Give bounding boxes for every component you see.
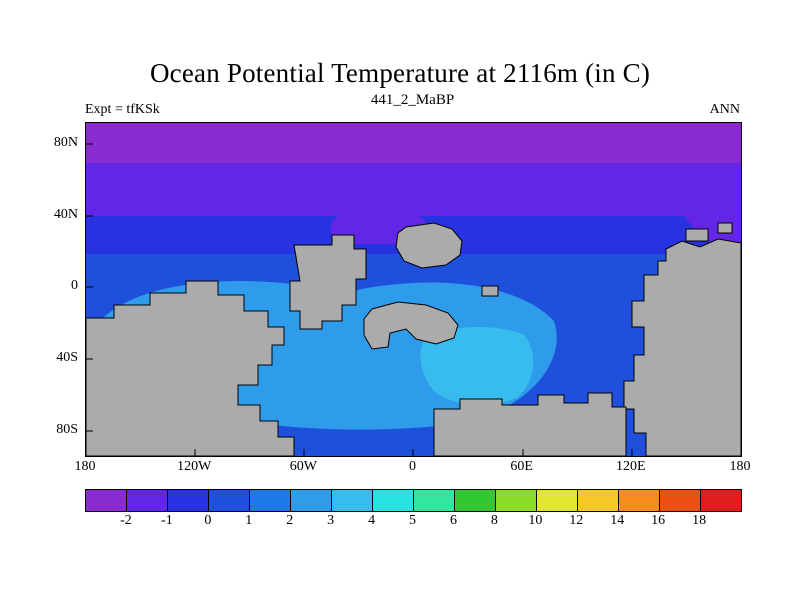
colorbar-tick-label: 1 xyxy=(245,513,253,528)
colorbar-cell xyxy=(701,490,741,511)
colorbar-tick-label: 14 xyxy=(610,513,625,528)
colorbar-cell xyxy=(250,490,291,511)
colorbar-cell xyxy=(373,490,414,511)
colorbar-cell xyxy=(660,490,701,511)
experiment-label: Expt = tfKSk xyxy=(85,102,160,117)
x-tick-label: 60W xyxy=(289,459,317,474)
axis-ticks xyxy=(86,143,741,456)
colorbar-cell xyxy=(168,490,209,511)
colorbar-cell xyxy=(537,490,578,511)
colorbar-tick-label: 6 xyxy=(449,513,457,528)
colorbar-cell xyxy=(578,490,619,511)
colorbar-tick-label: 3 xyxy=(327,513,335,528)
colorbar-tick-label: 0 xyxy=(204,513,212,528)
colorbar-tick-label: 10 xyxy=(528,513,543,528)
y-tick-label: 80N xyxy=(53,135,78,150)
land-central-island xyxy=(289,234,367,330)
x-tick-label: 180 xyxy=(74,459,96,474)
x-tick-label: 120E xyxy=(616,459,646,474)
land-southwest-continent xyxy=(86,280,295,456)
colorbar-cell xyxy=(291,490,332,511)
colorbar xyxy=(85,489,742,512)
land-central-hook-island xyxy=(363,301,459,350)
land-masses xyxy=(86,222,741,456)
colorbar-cell xyxy=(332,490,373,511)
season-label: ANN xyxy=(709,102,740,117)
plot-subtitle: 441_2_MaBP xyxy=(370,92,455,108)
colorbar-cell xyxy=(414,490,455,511)
map-frame xyxy=(85,122,742,457)
colorbar-cell xyxy=(455,490,496,511)
x-tick-label: 180 xyxy=(729,459,751,474)
land-northeast-islet-1 xyxy=(685,228,709,242)
page-title: Ocean Potential Temperature at 2116m (in… xyxy=(149,58,651,88)
map-plot xyxy=(86,123,741,456)
colorbar-tick-label: 5 xyxy=(409,513,416,528)
colorbar-cell xyxy=(496,490,537,511)
colorbar-cell xyxy=(209,490,250,511)
y-tick-label: 40S xyxy=(56,350,78,365)
y-tick-label: 0 xyxy=(71,278,78,293)
colorbar-cell xyxy=(127,490,168,511)
colorbar-tick-label: -1 xyxy=(161,513,173,528)
land-south-continent xyxy=(433,392,627,456)
x-tick-label: 0 xyxy=(409,459,416,474)
colorbar-tick-label: 16 xyxy=(651,513,666,528)
colorbar-tick-label: -2 xyxy=(120,513,132,528)
x-tick-label: 60E xyxy=(510,459,533,474)
colorbar-tick-label: 8 xyxy=(490,513,498,528)
cyan-patch-region xyxy=(420,326,534,405)
colorbar-tick-label: 12 xyxy=(569,513,584,528)
x-tick-label: 120W xyxy=(177,459,212,474)
colorbar-tick-label: 4 xyxy=(368,513,376,528)
land-small-island xyxy=(481,285,499,297)
colorbar-tick-label: 2 xyxy=(286,513,294,528)
colorbar-cell xyxy=(86,490,127,511)
polar-stripe-region xyxy=(86,123,741,163)
colorbar-cell xyxy=(619,490,660,511)
land-topcenter-blob xyxy=(395,222,463,269)
y-tick-label: 80S xyxy=(56,422,78,437)
land-northeast-islet-2 xyxy=(717,222,733,234)
polar-band-region xyxy=(86,163,741,216)
y-tick-label: 40N xyxy=(53,207,78,222)
land-east-continent xyxy=(623,238,741,456)
colorbar-tick-label: 18 xyxy=(692,513,707,528)
